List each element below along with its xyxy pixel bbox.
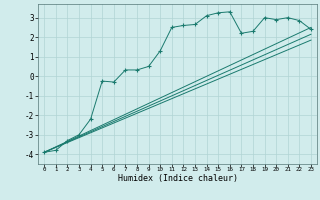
X-axis label: Humidex (Indice chaleur): Humidex (Indice chaleur) (118, 174, 238, 183)
